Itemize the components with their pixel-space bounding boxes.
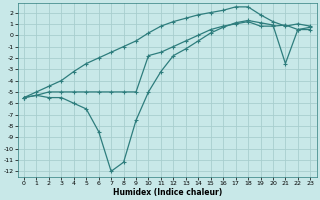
X-axis label: Humidex (Indice chaleur): Humidex (Indice chaleur) xyxy=(113,188,222,197)
